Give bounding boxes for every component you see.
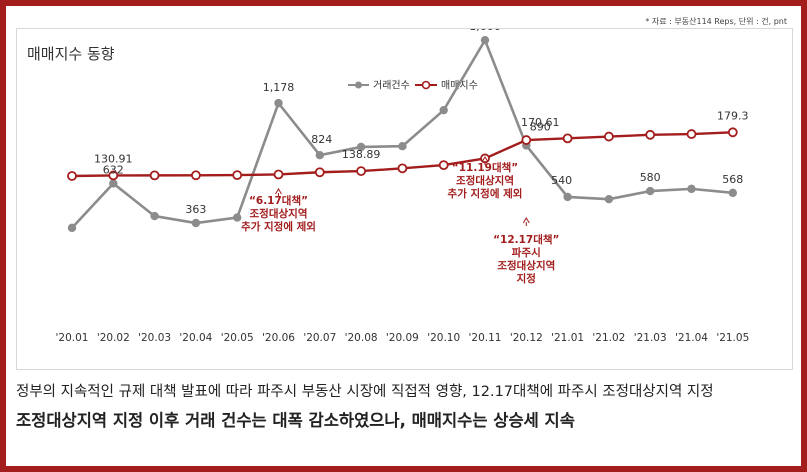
point-index [686, 129, 697, 139]
data-label-index: 130.91 [94, 152, 133, 165]
x-tick-label: '20.10 [427, 332, 460, 344]
annotation-text: “11.19대책” [452, 161, 518, 174]
x-tick-label: '21.01 [551, 332, 584, 344]
point-index [149, 170, 160, 181]
legend-marker-transactions [355, 81, 362, 89]
point-transactions [191, 218, 201, 228]
point-transactions [563, 192, 572, 202]
data-label-transactions: 363 [185, 203, 206, 216]
point-transactions [315, 150, 324, 160]
series-line-transactions [71, 37, 733, 229]
x-tick-label: '21.03 [634, 332, 667, 344]
data-label-transactions: 824 [311, 133, 332, 146]
annotation-arrowhead [522, 217, 530, 224]
data-label-transactions: 890 [530, 120, 551, 133]
annotation-text: 조정대상지역 [456, 174, 514, 187]
x-tick-label: '20.06 [262, 332, 295, 344]
chart-panel: 매매지수 동향 거래건수매매지수6323631,1788241,60689054… [16, 28, 793, 370]
point-transactions [604, 194, 614, 204]
caption-line-2: 조정대상지역 지정 이후 거래 건수는 대폭 감소하였으나, 매매지수는 상승세… [16, 411, 575, 430]
point-index [562, 133, 573, 144]
annotation-text: 조정대상지역 [250, 207, 308, 220]
x-tick-label: '21.05 [716, 332, 749, 344]
x-tick-label: '20.09 [386, 332, 419, 344]
point-transactions [439, 105, 448, 115]
data-label-transactions: 1,606 [469, 29, 501, 33]
data-label-index: 179.3 [717, 109, 749, 122]
x-tick-label: '20.11 [469, 332, 502, 344]
point-index [521, 135, 532, 145]
x-tick-label: '20.01 [56, 332, 89, 344]
annotation-text: 추가 지정에 제외 [448, 187, 523, 200]
caption-line-1: 정부의 지속적인 규제 대책 발표에 따라 파주시 부동산 시장에 직접적 영향… [16, 384, 714, 400]
point-transactions [67, 223, 77, 233]
point-transactions [398, 142, 407, 151]
point-transactions [233, 213, 242, 222]
point-transactions [150, 211, 159, 221]
x-tick-label: '20.03 [138, 332, 171, 344]
point-index [604, 131, 614, 142]
point-index [727, 127, 738, 138]
data-label-transactions: 632 [103, 163, 124, 176]
data-label-transactions: 1,178 [263, 81, 295, 94]
data-label-transactions: 580 [640, 171, 661, 184]
annotation-arrowhead [481, 156, 489, 163]
x-tick-label: '21.04 [675, 332, 708, 344]
annotation-text: 파주시 [512, 246, 541, 259]
point-index [232, 170, 243, 181]
point-index [645, 129, 656, 140]
data-label-index: 138.89 [342, 148, 381, 161]
point-index [190, 170, 201, 181]
x-tick-label: '20.02 [97, 332, 130, 344]
data-label-transactions: 568 [722, 173, 743, 186]
annotation-text: “12.17대책” [493, 233, 559, 246]
annotation-text: “6.17대책” [249, 194, 308, 207]
point-transactions [687, 184, 696, 194]
point-index [356, 166, 367, 176]
panel-title: 매매지수 동향 [27, 45, 115, 63]
point-transactions [728, 188, 737, 198]
x-tick-label: '20.08 [345, 332, 378, 344]
legend-label-transactions: 거래건수 [373, 80, 410, 92]
data-label-index: 170.61 [521, 116, 560, 129]
point-index [438, 160, 449, 171]
point-index [273, 169, 284, 180]
point-transactions [109, 179, 118, 188]
x-tick-label: '20.05 [221, 332, 254, 344]
point-index [108, 170, 119, 181]
x-tick-label: '20.12 [510, 332, 543, 344]
point-transactions [646, 186, 655, 196]
point-index [314, 167, 325, 178]
annotation-text: 추가 지정에 제외 [241, 220, 316, 233]
x-tick-label: '21.02 [592, 332, 625, 344]
x-tick-label: '20.04 [179, 332, 212, 344]
point-transactions [480, 35, 490, 45]
point-transactions [356, 142, 366, 152]
line-chart: 거래건수매매지수6323631,1788241,6068905405805681… [56, 29, 750, 344]
source-note: * 자료 : 부동산114 Reps, 단위 : 건, pnt [645, 17, 787, 26]
annotation-text: 조정대상지역 [497, 259, 555, 272]
point-index [67, 171, 77, 181]
figure-frame: * 자료 : 부동산114 Reps, 단위 : 건, pnt 매매지수 동향 … [6, 6, 801, 466]
point-transactions [274, 98, 283, 108]
legend-marker-index [421, 80, 431, 90]
x-tick-label: '20.07 [303, 332, 336, 344]
annotation-text: 지정 [517, 272, 536, 285]
data-label-transactions: 540 [551, 174, 572, 187]
annotation-arrowhead [275, 188, 282, 195]
point-index [397, 163, 408, 174]
